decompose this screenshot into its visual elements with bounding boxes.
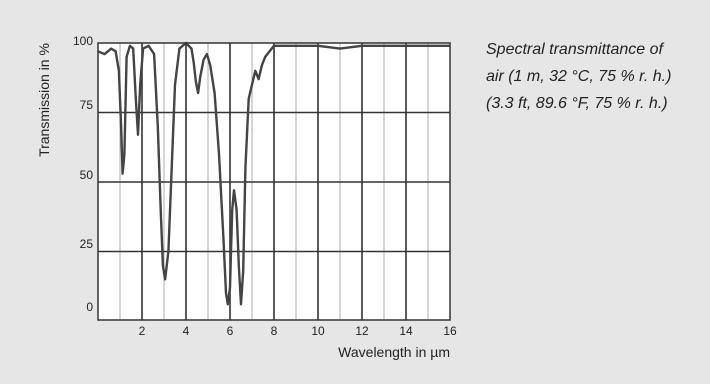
- plot-border: [97, 42, 451, 321]
- x-tick-label: 8: [271, 324, 278, 338]
- y-tick-label: 100: [73, 34, 93, 48]
- x-tick-label: 16: [443, 324, 457, 338]
- y-tick-label: 0: [86, 300, 93, 314]
- y-tick-label: 50: [80, 168, 94, 182]
- y-tick-label: 75: [80, 98, 94, 112]
- caption-line: Spectral transmittance of: [486, 41, 663, 58]
- x-tick-label: 14: [399, 324, 413, 338]
- y-axis-label: Transmission in %: [36, 43, 52, 157]
- transmission-series-line: [97, 41, 450, 306]
- caption-line: (3.3 ft, 89.6 °F, 75 % r. h.): [486, 95, 668, 112]
- x-tick-label: 4: [183, 324, 190, 338]
- y-tick-label: 25: [80, 237, 94, 251]
- x-tick-label: 6: [227, 324, 234, 338]
- x-tick-label: 10: [311, 324, 325, 338]
- chart-caption: Spectral transmittance of air (1 m, 32 °…: [486, 36, 706, 117]
- x-axis-label: Wavelength in µm: [338, 344, 450, 360]
- x-tick-label: 12: [355, 324, 369, 338]
- x-tick-label: 2: [139, 324, 146, 338]
- tick-labels: 2 4 6 8 10 12 14 16 0 25 50 75 100: [73, 34, 457, 338]
- caption-line: air (1 m, 32 °C, 75 % r. h.): [486, 68, 672, 85]
